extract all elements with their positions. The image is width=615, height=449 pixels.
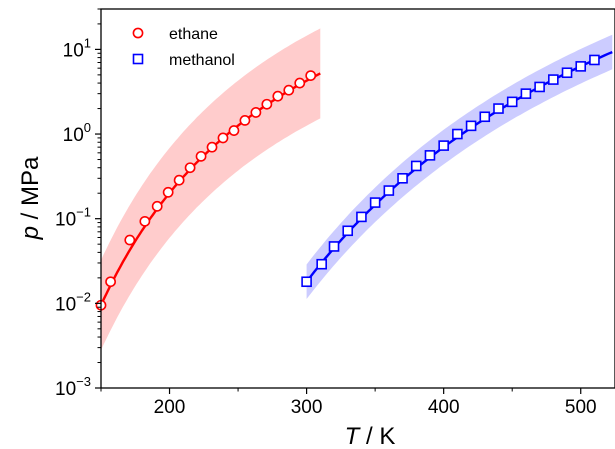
point-ethane [217,132,229,144]
y-tick-label: 100 [63,120,91,146]
x-tick-label: 300 [291,397,323,418]
point-methanol [493,103,504,114]
point-ethane [239,114,251,126]
point-methanol [561,67,573,79]
uncertainty-bands [101,28,613,351]
legend-marker-methanol [132,53,144,65]
x-tick-label: 400 [428,397,460,418]
legend-label-methanol: methanol [169,52,235,69]
data-points [95,54,600,311]
y-tick-base: 10 [63,125,84,146]
y-tick-base: 10 [55,294,76,315]
y-axis-label: p / MPa [17,156,44,240]
legend: ethane methanol [132,26,235,69]
point-ethane [139,215,151,227]
point-methanol [438,140,449,151]
point-methanol [548,74,559,85]
point-ethane [173,174,185,186]
plot-frame [100,8,615,389]
y-tick-exponent: −1 [76,205,91,220]
x-axis-symbol: T [345,423,362,449]
point-methanol [465,120,477,132]
point-ethane [250,107,262,118]
y-tick-label: 10−2 [55,289,91,315]
y-tick-exponent: 1 [84,35,91,50]
x-axis: 200 300 400 500 [100,388,597,418]
point-methanol [316,258,327,270]
point-methanol [342,225,354,237]
y-tick-label: 101 [63,35,91,61]
legend-label-ethane: ethane [169,26,218,43]
x-axis-unit: / K [359,423,395,449]
y-tick-exponent: −2 [76,289,91,304]
point-methanol [356,211,367,223]
x-axis-label: T / K [345,423,396,449]
point-ethane [151,200,163,212]
point-methanol [424,150,436,161]
point-ethane [162,186,174,198]
point-ethane [184,162,196,174]
point-methanol [301,276,312,288]
x-tick-label: 200 [154,397,186,418]
legend-marker-ethane [132,27,144,39]
y-tick-label: 10−1 [55,205,91,231]
band-ethane [101,28,321,351]
point-methanol [479,111,491,123]
y-tick-exponent: −3 [76,374,91,389]
point-methanol [383,185,395,196]
point-ethane [195,150,207,162]
point-methanol [506,96,518,108]
point-methanol [534,81,545,93]
x-tick-label: 500 [565,397,597,418]
point-methanol [452,128,463,140]
y-tick-label: 10−3 [55,374,91,400]
y-axis-symbol: p [17,226,44,240]
point-methanol [328,241,340,252]
y-axis-unit: / MPa [17,156,44,226]
band-methanol [306,34,613,300]
point-methanol [575,61,587,72]
point-ethane [261,98,273,110]
point-methanol [589,54,600,66]
point-methanol [410,160,422,172]
point-ethane [206,141,218,153]
y-tick-base: 10 [55,210,76,231]
y-tick-base: 10 [55,379,76,400]
y-tick-base: 10 [63,40,84,61]
y-tick-exponent: 0 [84,120,91,135]
point-ethane [228,125,240,136]
point-methanol [397,173,408,184]
point-ethane [124,234,136,246]
point-ethane [283,84,295,96]
point-ethane [305,70,317,82]
point-ethane [272,90,284,102]
point-ethane [105,276,116,288]
point-ethane [294,77,306,89]
point-methanol [520,88,532,99]
point-methanol [369,197,381,208]
